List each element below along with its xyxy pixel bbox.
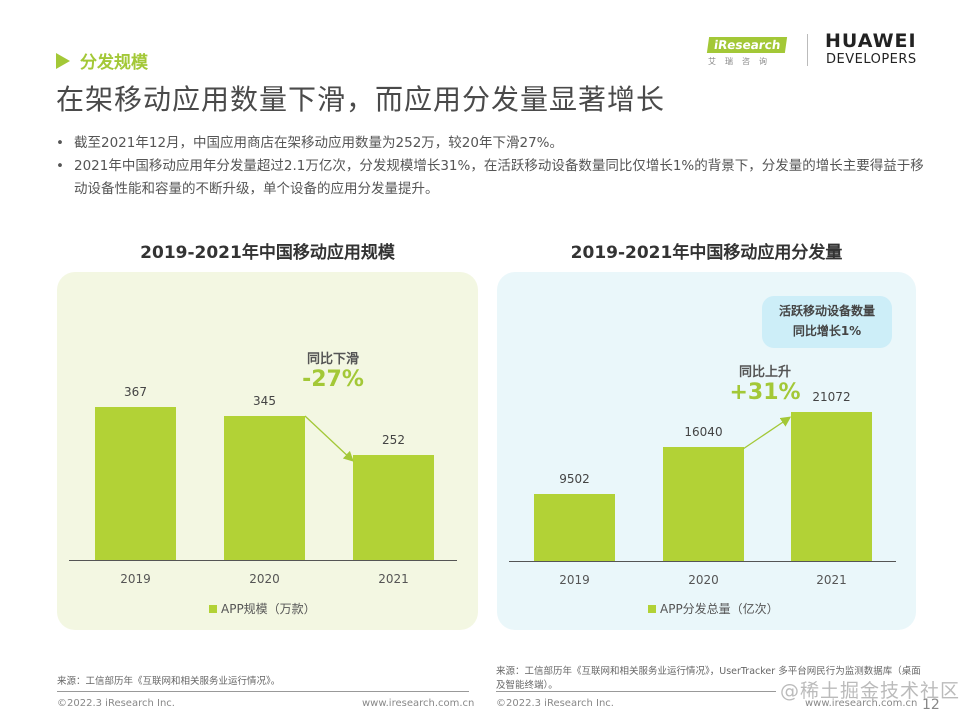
x-tick-label: 2021 [378,572,409,586]
device-growth-callout: 活跃移动设备数量 同比增长1% [762,296,892,348]
bar-2020 [663,447,744,561]
bullet-text: 2021年中国移动应用年分发量超过2.1万亿次，分发规模增长31%，在活跃移动设… [74,158,924,197]
legend-swatch [648,604,656,613]
source-right: 来源：工信部历年《互联网和相关服务业运行情况》，UserTracker 多平台网… [496,666,921,691]
annotation-value: +31% [729,380,801,405]
bullet-dot: • [56,158,64,174]
section-tag: 分发规模 [56,48,148,73]
logo-area: iResearch 艾瑞咨询 HUAWEI DEVELOPERS [700,28,940,73]
bar-2020 [224,415,305,560]
callout-line: 活跃移动设备数量 [778,304,875,318]
legend-swatch [209,604,217,613]
copyright-left: ©2022.3 iResearch Inc. [57,698,175,709]
page-number: 12 [922,697,940,713]
section-label: 分发规模 [80,53,148,73]
bullet-list: • 截至2021年12月，中国应用商店在架移动应用数量为252万，较20年下滑2… [56,132,926,201]
bullet-item: • 截至2021年12月，中国应用商店在架移动应用数量为252万，较20年下滑2… [56,132,926,155]
bar-2019 [95,406,176,560]
bar-2021 [353,454,434,560]
value-label: 21072 [812,389,851,404]
iresearch-logo-subtext: 艾瑞咨询 [708,57,776,66]
value-label: 252 [382,432,405,447]
footer-divider [496,691,776,692]
value-label: 16040 [684,425,723,440]
value-label: 9502 [559,471,590,486]
value-label: 345 [253,393,276,408]
value-label: 367 [124,384,147,399]
triangle-right-icon [56,52,70,69]
right-chart-title: 2019-2021年中国移动应用分发量 [570,243,843,263]
annotation-label: 同比下滑 [306,352,359,367]
copyright-right: ©2022.3 iResearch Inc. [496,698,614,709]
bar-2019 [534,493,615,561]
legend-label: APP规模（万款） [221,602,316,616]
x-tick-label: 2020 [249,572,280,586]
url-left: www.iresearch.com.cn [362,698,475,709]
huawei-logo-subtext: DEVELOPERS [826,52,917,67]
x-axis-line [509,561,896,562]
source-left: 来源：工信部历年《互联网和相关服务业运行情况》。 [57,676,281,687]
x-tick-label: 2019 [120,572,151,586]
bullet-text: 截至2021年12月，中国应用商店在架移动应用数量为252万，较20年下滑27%… [74,135,563,151]
page-title: 在架移动应用数量下滑，而应用分发量显著增长 [56,83,666,116]
url-right: www.iresearch.com.cn [805,698,918,709]
x-tick-label: 2019 [559,573,590,587]
annotation-value: -27% [302,367,364,392]
footer-divider [57,691,469,692]
bullet-item: • 2021年中国移动应用年分发量超过2.1万亿次，分发规模增长31%，在活跃移… [56,155,926,201]
legend: APP分发总量（亿次） [648,600,779,617]
x-tick-label: 2021 [816,573,847,587]
legend: APP规模（万款） [209,600,316,617]
callout-line: 同比增长1% [792,324,862,338]
huawei-logo-text: HUAWEI [825,30,917,52]
left-chart-title: 2019-2021年中国移动应用规模 [140,243,395,263]
x-axis-line [69,560,457,561]
bar-2021 [791,411,872,561]
annotation-label: 同比上升 [738,365,791,380]
bullet-dot: • [56,135,64,151]
watermark: @稀土掘金技术社区 [780,680,960,702]
x-tick-label: 2020 [688,573,719,587]
iresearch-logo: iResearch 艾瑞咨询 [706,34,788,67]
logo-divider [807,34,808,66]
legend-label: APP分发总量（亿次） [660,602,779,616]
